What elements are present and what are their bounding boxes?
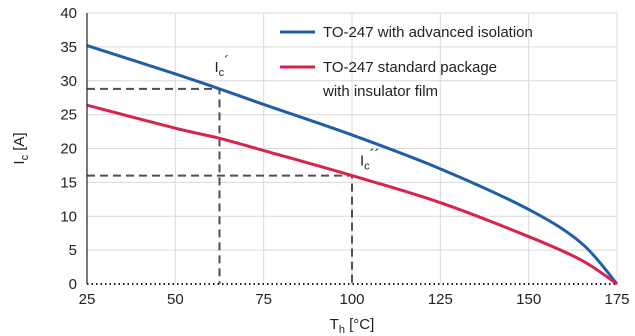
y-tick-label: 10	[60, 208, 77, 225]
guide-lines	[87, 87, 353, 284]
legend-label-1: TO-247 with advanced isolation	[323, 24, 533, 41]
series-line-1	[86, 44, 619, 285]
annotation-ic-prime: Ic´	[215, 53, 230, 79]
series-lines	[86, 44, 619, 286]
y-tick-label: 15	[60, 174, 77, 191]
y-tick-label: 0	[69, 276, 77, 293]
grid	[87, 12, 618, 284]
x-tick-label: 75	[255, 291, 272, 308]
legend-label-2-line-1: TO-247 standard package	[323, 59, 497, 76]
x-tick-label: 25	[79, 291, 96, 308]
y-axis-label: Ic [A]	[11, 132, 31, 164]
y-tick-label: 5	[69, 242, 77, 259]
y-tick-label: 40	[60, 5, 77, 22]
x-tick-label: 50	[167, 291, 184, 308]
x-tick-label: 175	[604, 291, 629, 308]
legend: TO-247 with advanced isolation TO-247 sta…	[280, 24, 533, 100]
series-line-2	[86, 103, 618, 286]
annotation-ic-double-prime: Ic´´	[360, 147, 380, 173]
y-tick-label: 30	[60, 73, 77, 90]
tick-labels: 25 50 75 100 125 150 175 0 5 10 15 20 25 30 35 40	[60, 5, 629, 308]
legend-label-2-line-2: with insulator film	[322, 83, 438, 100]
y-tick-label: 25	[60, 107, 77, 124]
y-tick-label: 20	[60, 141, 77, 158]
guide-line-1	[87, 87, 221, 284]
axis-labels: Th [°C] Ic [A]	[11, 132, 374, 336]
annotations: Ic´ Ic´´	[215, 53, 380, 173]
x-tick-label: 125	[428, 291, 453, 308]
axes	[86, 13, 617, 285]
x-tick-label: 100	[339, 291, 364, 308]
x-axis-label: Th [°C]	[330, 316, 375, 336]
x-tick-label: 150	[516, 291, 541, 308]
y-tick-label: 35	[60, 39, 77, 56]
